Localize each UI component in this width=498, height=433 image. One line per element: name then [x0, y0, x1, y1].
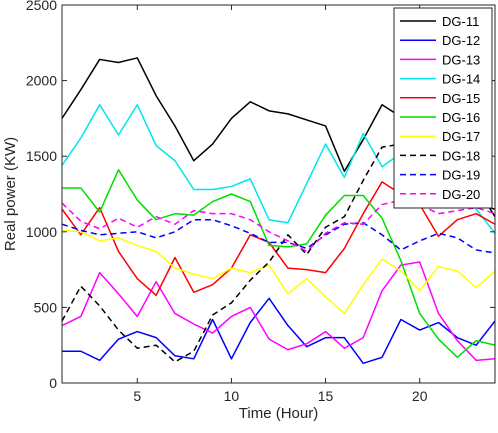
legend-label-dg-20: DG-20: [442, 187, 480, 202]
x-tick-label: 15: [318, 388, 334, 404]
legend-label-dg-18: DG-18: [442, 148, 480, 163]
legend-label-dg-15: DG-15: [442, 91, 480, 106]
legend-label-dg-16: DG-16: [442, 110, 480, 125]
legend-label-dg-13: DG-13: [442, 52, 480, 67]
legend-label-dg-12: DG-12: [442, 33, 480, 48]
series-line-dg-13: [62, 261, 495, 362]
y-tick-label: 500: [34, 299, 58, 315]
y-tick-label: 0: [49, 375, 57, 391]
y-axis-label: Real power (KW): [2, 137, 19, 251]
legend-label-dg-19: DG-19: [442, 168, 480, 183]
series-line-dg-12: [62, 297, 495, 365]
series-line-dg-19: [62, 218, 495, 254]
series-layer: [62, 57, 495, 365]
x-tick-label: 10: [224, 388, 240, 404]
series-line-dg-16: [62, 169, 495, 359]
x-tick-label: 20: [412, 388, 428, 404]
legend-label-dg-14: DG-14: [442, 72, 480, 87]
legend: DG-11 DG-12 DG-13 DG-14 DG-15 DG-16 DG-17 DG-18…: [393, 7, 493, 209]
plot-frame: [61, 4, 496, 384]
legend-label-dg-17: DG-17: [442, 129, 480, 144]
y-tick-label: 2000: [26, 73, 57, 89]
y-tick-label: 1500: [26, 148, 57, 164]
x-axis-label: Time (Hour): [239, 405, 318, 422]
y-tick-label: 1000: [26, 224, 57, 240]
legend-label-dg-11: DG-11: [442, 14, 479, 29]
series-line-dg-15: [62, 181, 495, 297]
ticks-layer: 5 10 15 20 0 500 1000 1500 2000 2500: [26, 0, 495, 404]
x-tick-label: 5: [133, 388, 141, 404]
y-tick-label: 2500: [26, 0, 57, 13]
series-line-dg-17: [62, 229, 495, 315]
